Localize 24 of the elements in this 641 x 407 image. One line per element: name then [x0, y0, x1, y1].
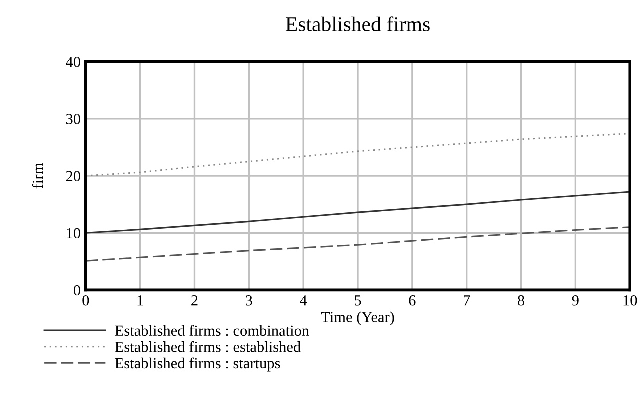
x-tick-label: 5: [355, 296, 362, 306]
y-tick-label: 20: [66, 171, 80, 182]
line-series: [86, 191, 630, 234]
y-tick-label: 0: [74, 285, 80, 296]
x-tick-label: 1: [138, 296, 144, 306]
x-tick-label: 4: [300, 296, 308, 306]
legend-label: Established firms : combination: [115, 325, 310, 336]
y-axis-title: firm: [32, 163, 44, 189]
x-tick-label: 2: [192, 296, 198, 306]
x-tick-label: 3: [246, 296, 252, 306]
x-tick-label: 6: [409, 296, 416, 306]
x-tick-label: 9: [572, 296, 579, 306]
x-tick-label: 0: [82, 295, 90, 306]
y-tick-label: 10: [67, 228, 80, 239]
y-tick-label: 30: [66, 114, 80, 124]
x-tick-label: 8: [518, 295, 524, 306]
y-tick-label: 40: [66, 57, 80, 68]
x-tick-label: 10: [624, 295, 638, 306]
legend-label: Established firms : established: [115, 341, 301, 352]
x-tick-label: 7: [464, 296, 470, 306]
legend-label: Established firms : startups: [115, 358, 280, 372]
x-axis-title: Time (Year): [321, 312, 394, 326]
line-series: [86, 226, 630, 262]
chart-title: Established firms: [286, 16, 430, 32]
